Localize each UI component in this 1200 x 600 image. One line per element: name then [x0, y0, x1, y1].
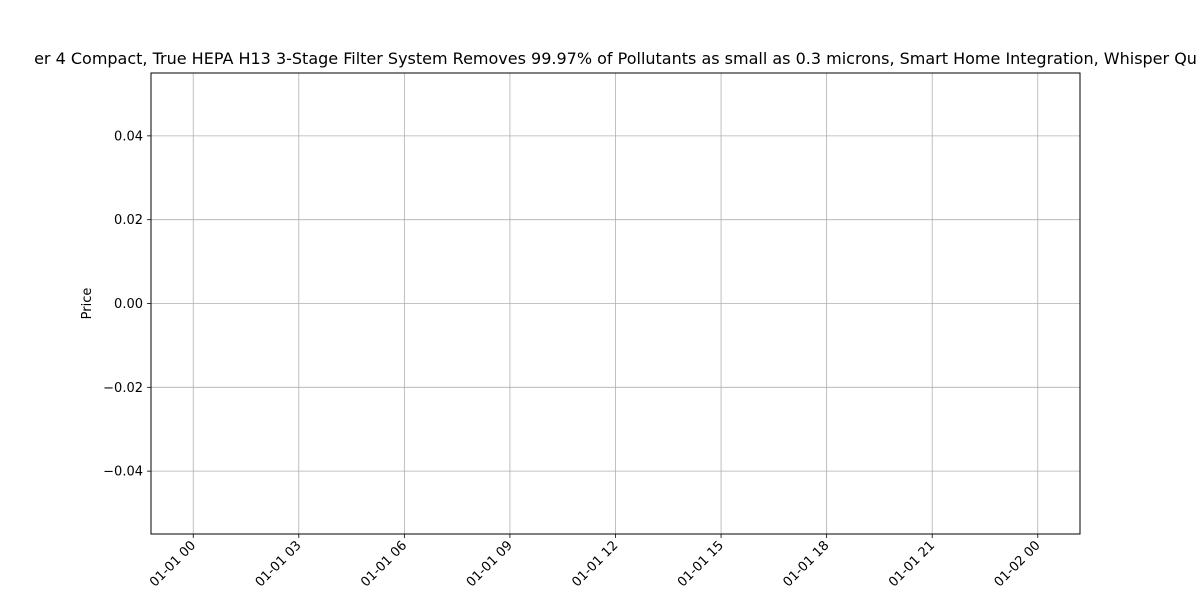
x-tick-label: 01-01 21 — [886, 538, 938, 590]
x-tick-label: 01-01 09 — [464, 538, 516, 590]
x-tick-label: 01-01 15 — [675, 538, 727, 590]
x-axis: 01-01 00 01-01 03 01-01 06 01-01 09 01-01 12… — [147, 534, 1044, 590]
y-tick-label: 0.00 — [114, 297, 143, 312]
x-tick-label: 01-02 00 — [992, 538, 1044, 590]
chart-title: er 4 Compact, True HEPA H13 3-Stage Filt… — [34, 49, 1197, 68]
grid-lines — [151, 73, 1080, 534]
y-tick-label: 0.04 — [114, 129, 143, 144]
x-tick-label: 01-01 03 — [253, 538, 305, 590]
x-tick-label: 01-01 12 — [569, 538, 621, 590]
x-tick-label: 01-01 06 — [358, 538, 410, 590]
y-tick-label: −0.02 — [103, 381, 143, 396]
x-tick-label: 01-01 00 — [147, 538, 199, 590]
x-tick-label: 01-01 18 — [781, 538, 833, 590]
y-tick-label: 0.02 — [114, 213, 143, 228]
y-axis: 0.04 0.02 0.00 −0.02 −0.04 — [103, 129, 151, 480]
y-axis-label: Price — [80, 288, 95, 320]
y-tick-label: −0.04 — [103, 465, 143, 480]
